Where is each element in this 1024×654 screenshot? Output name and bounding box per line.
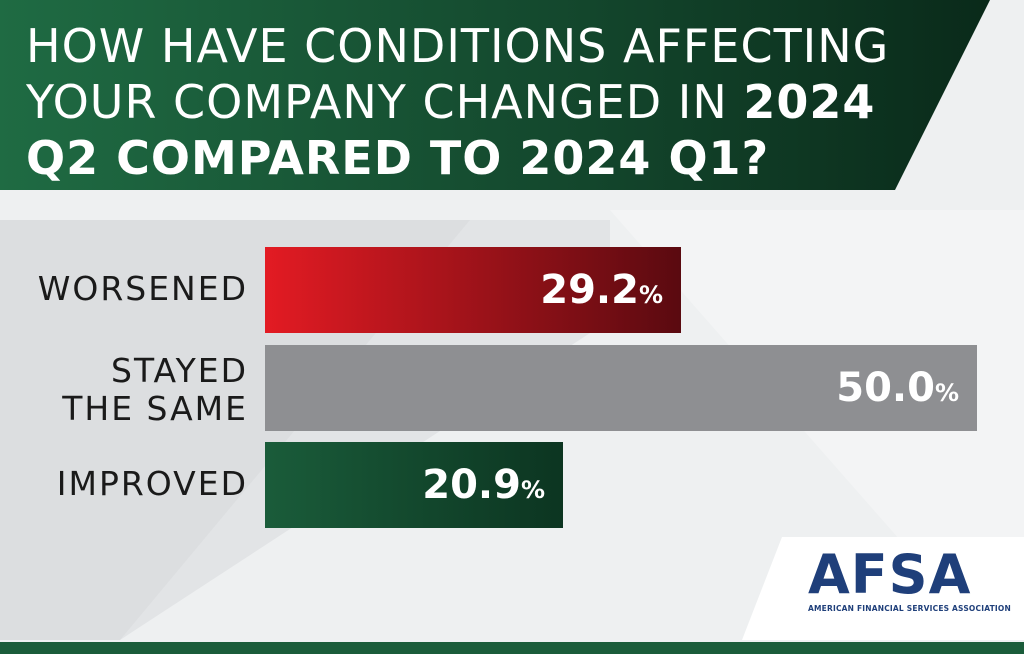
- category-label-stayed-the-same: STAYED THE SAME: [62, 352, 248, 428]
- title-banner: HOW HAVE CONDITIONS AFFECTING YOUR COMPA…: [0, 0, 1024, 195]
- category-label-line: STAYED: [111, 351, 248, 390]
- category-label-line: WORSENED: [37, 269, 248, 308]
- afsa-logo-subtitle: AMERICAN FINANCIAL SERVICES ASSOCIATION: [808, 604, 1011, 613]
- category-label-improved: IMPROVED: [57, 465, 248, 503]
- banner-shape: [0, 0, 990, 190]
- bar-value-label: 20.9%: [422, 462, 545, 508]
- category-label-line: IMPROVED: [56, 464, 248, 503]
- title-part-bold: 2024 Q2 COMPARED TO 2024 Q1?: [26, 75, 876, 185]
- bar-value-label: 50.0%: [836, 365, 959, 411]
- bar-improved: 20.9%: [265, 442, 563, 528]
- bar-worsened: 29.2%: [265, 247, 681, 333]
- title-part-regular: HOW HAVE CONDITIONS AFFECTING YOUR COMPA…: [26, 19, 890, 129]
- category-label-line: THE SAME: [62, 389, 248, 428]
- chart-title: HOW HAVE CONDITIONS AFFECTING YOUR COMPA…: [26, 18, 926, 186]
- footer-strip: [0, 642, 1024, 654]
- bar-stayed-the-same: 50.0%: [265, 345, 977, 431]
- afsa-logo: AFSA: [808, 543, 972, 606]
- category-label-worsened: WORSENED: [38, 270, 248, 308]
- bar-value-label: 29.2%: [540, 267, 663, 313]
- logo-panel: [742, 537, 1024, 640]
